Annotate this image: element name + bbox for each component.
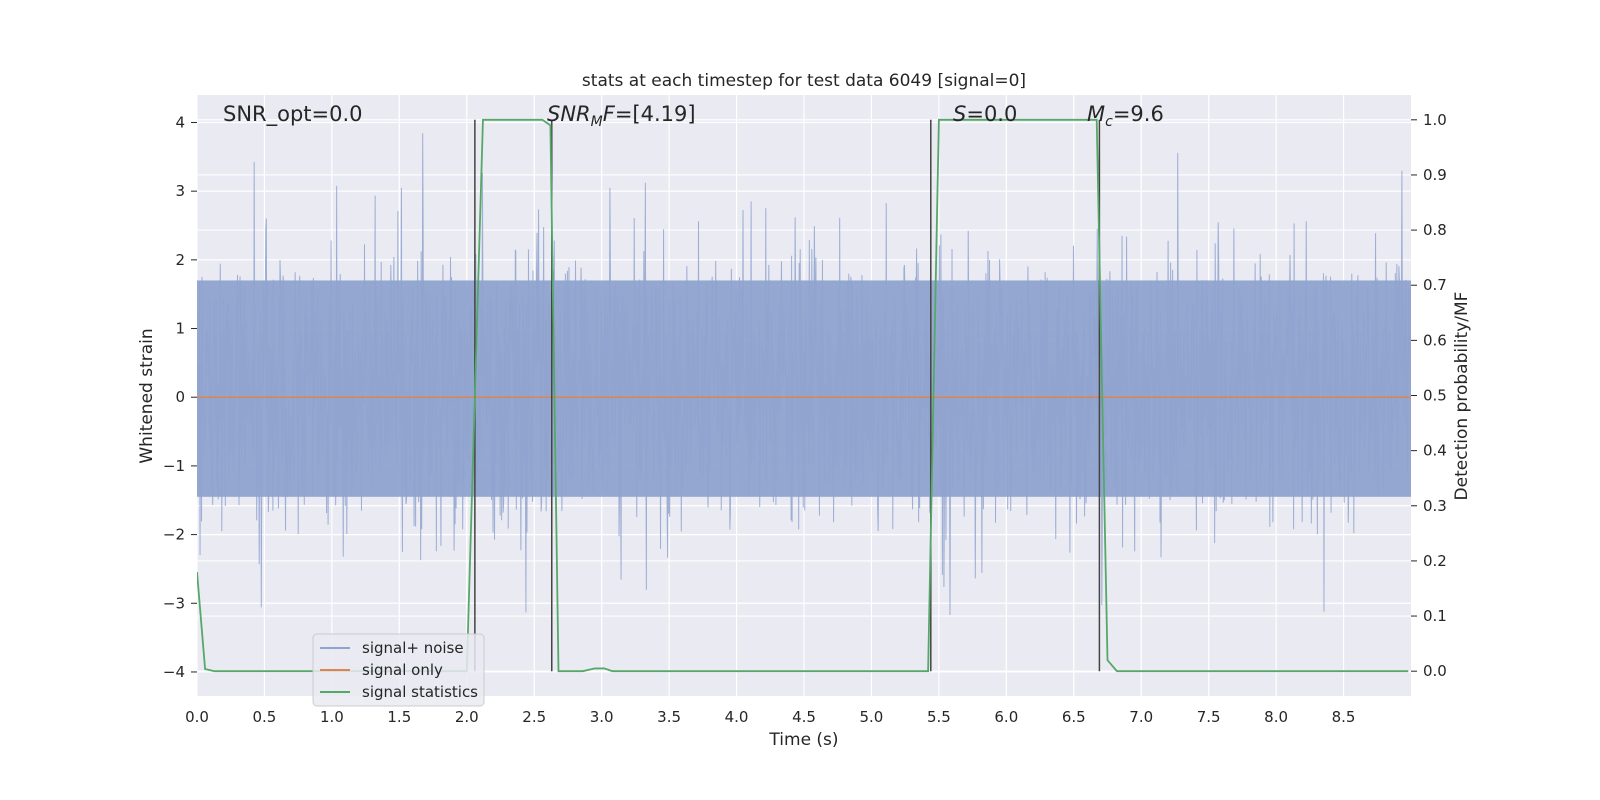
x-tick-label: 1.0 [320, 708, 344, 726]
annotation-snr-mf: SNRMF=[4.19] [547, 102, 696, 130]
legend-box [312, 633, 485, 707]
x-tick-label: 2.5 [522, 708, 546, 726]
y2-ticks: 1.0 0.9 0.8 0.7 0.6 0.5 0.4 0.3 0.2 0.1 0.0 [1411, 111, 1447, 680]
legend-label: signal+ noise [362, 639, 464, 657]
y-tick-label: −4 [163, 663, 185, 681]
x-tick-label: 1.5 [387, 708, 411, 726]
y-tick-label: 1 [175, 320, 185, 338]
x-tick-label: 0.0 [185, 708, 209, 726]
y2-tick-label: 0.9 [1423, 166, 1447, 184]
x-tick-label: 3.5 [657, 708, 681, 726]
chart-title: stats at each timestep for test data 604… [582, 71, 1026, 91]
signal-statistics-series [197, 118, 1409, 673]
x-tick-label: 5.5 [927, 708, 951, 726]
annotation-s: S=0.0 [953, 102, 1017, 126]
x-tick-label: 6.0 [994, 708, 1018, 726]
y2-tick-label: 1.0 [1423, 111, 1447, 129]
y2-tick-label: 0.0 [1423, 662, 1447, 680]
y-ticks: 4 3 2 1 0 −1 −2 −3 −4 [163, 113, 197, 681]
noise-line [197, 133, 1411, 615]
x-ticks: 0.0 0.5 1.0 1.5 2.0 2.5 3.0 3.5 4.0 4.5 5.0 5.5 6.0 6… [185, 708, 1355, 726]
y2-axis-label: Detection probability/MF [1452, 292, 1472, 501]
annotations: SNR_opt=0.0 SNRMF=[4.19] S=0.0 Mc=9.6 [223, 102, 1164, 130]
x-tick-label: 4.0 [725, 708, 749, 726]
x-tick-label: 4.5 [792, 708, 816, 726]
y2-tick-label: 0.4 [1423, 442, 1447, 460]
y-tick-label: −2 [163, 526, 185, 544]
x-tick-label: 8.5 [1332, 708, 1356, 726]
x-tick-label: 0.5 [253, 708, 277, 726]
annotation-mc: Mc=9.6 [1087, 102, 1164, 130]
y2-tick-label: 0.2 [1423, 552, 1447, 570]
y-tick-label: 0 [175, 388, 185, 406]
y-tick-label: 4 [175, 113, 185, 131]
signal-noise-series [197, 133, 1411, 615]
signal-statistics-line [197, 118, 1409, 673]
y2-tick-label: 0.8 [1423, 221, 1447, 239]
y2-tick-label: 0.3 [1423, 497, 1447, 515]
x-axis-label: Time (s) [768, 730, 838, 750]
y-tick-label: 3 [175, 182, 185, 200]
y2-tick-label: 0.1 [1423, 607, 1447, 625]
y-tick-label: −3 [163, 594, 185, 612]
y-tick-label: 2 [175, 251, 185, 269]
x-tick-label: 5.0 [860, 708, 884, 726]
y2-tick-label: 0.7 [1423, 276, 1447, 294]
x-tick-label: 7.0 [1129, 708, 1153, 726]
y2-tick-label: 0.6 [1423, 331, 1447, 349]
x-tick-label: 6.5 [1062, 708, 1086, 726]
x-tick-label: 2.0 [455, 708, 479, 726]
y2-tick-label: 0.5 [1423, 387, 1447, 405]
legend: signal+ noise signal only signal statistic… [312, 633, 485, 707]
y-tick-label: −1 [163, 457, 185, 475]
x-tick-label: 7.5 [1197, 708, 1221, 726]
y-axis-label: Whitened strain [137, 328, 157, 463]
legend-label: signal statistics [362, 683, 478, 701]
legend-label: signal only [362, 661, 443, 679]
x-tick-label: 8.0 [1264, 708, 1288, 726]
annotation-snr-opt: SNR_opt=0.0 [223, 102, 363, 127]
x-tick-label: 3.0 [590, 708, 614, 726]
